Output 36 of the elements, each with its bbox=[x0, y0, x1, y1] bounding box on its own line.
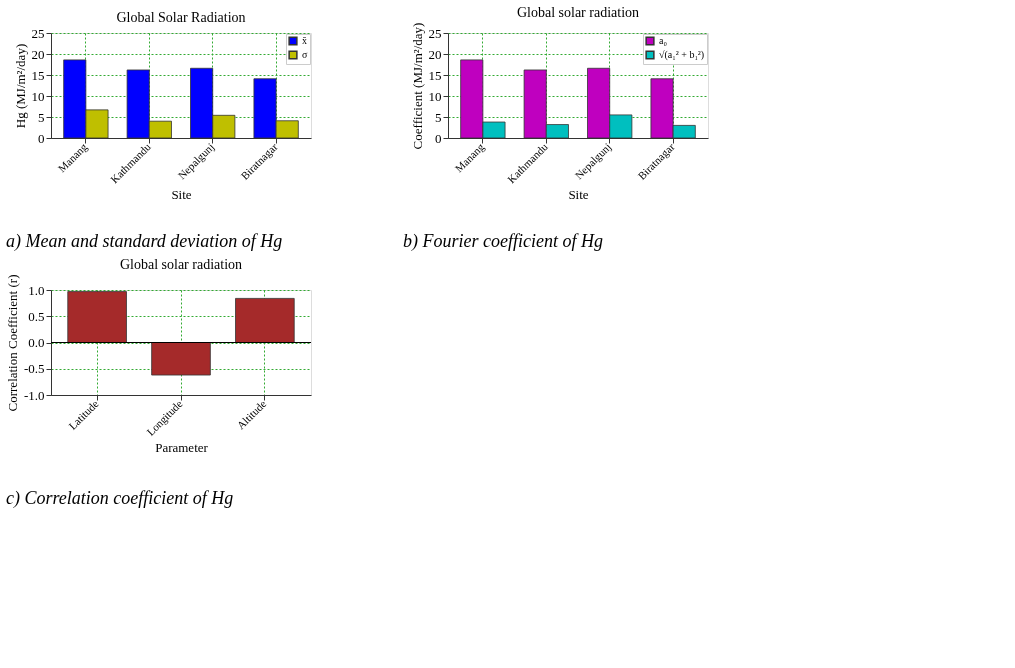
y-tick-label: 10 bbox=[428, 88, 442, 104]
y-tick-label: 0.0 bbox=[28, 335, 45, 350]
text: a) Mean and standard deviation of Hg bbox=[6, 231, 283, 252]
legend-label: σ bbox=[302, 49, 308, 60]
y-tick-label: 25 bbox=[428, 25, 442, 41]
y-tick-label: 25 bbox=[31, 25, 45, 41]
y-tick-label: 5 bbox=[435, 109, 442, 125]
y-tick-label: -0.5 bbox=[23, 361, 45, 377]
y-axis-title: Hg (MJ/m²/day) bbox=[12, 43, 28, 129]
bar bbox=[151, 342, 211, 376]
legend-label: x̄ bbox=[302, 35, 307, 46]
y-tick-label: 0.5 bbox=[28, 308, 45, 324]
y-axis-title: Correlation Coefficient (r) bbox=[4, 274, 20, 412]
chart-title: Global solar radiation bbox=[516, 5, 640, 21]
y-tick-label: 15 bbox=[31, 67, 45, 83]
y-axis-title: Coefficient (MJ/m²/day) bbox=[409, 22, 425, 150]
text: b) Fourier coefficient of Hg bbox=[403, 231, 603, 252]
legend-label: √(a₁² + b₁²) bbox=[659, 49, 705, 61]
y-tick-label: 20 bbox=[428, 46, 442, 62]
legend-label: a₀ bbox=[659, 35, 668, 46]
y-tick-label: 15 bbox=[428, 67, 442, 83]
bar bbox=[235, 298, 295, 343]
x-axis-title: Parameter bbox=[155, 440, 209, 456]
text: c) Correlation coefficient of Hg bbox=[6, 488, 234, 509]
x-axis-title: Site bbox=[171, 187, 192, 203]
y-tick-label: 1.0 bbox=[28, 282, 45, 298]
chart-title: Global Solar Radiation bbox=[116, 10, 246, 25]
chart-title: Global solar radiation bbox=[119, 257, 243, 273]
y-tick-label: 5 bbox=[38, 109, 45, 125]
y-tick-label: 20 bbox=[31, 46, 45, 62]
y-tick-label: 0 bbox=[435, 130, 442, 146]
y-tick-label: 0 bbox=[38, 130, 45, 146]
y-tick-label: -1.0 bbox=[23, 387, 45, 403]
x-axis-title: Site bbox=[568, 187, 589, 203]
y-tick-label: 10 bbox=[31, 88, 45, 104]
bar bbox=[67, 291, 127, 343]
